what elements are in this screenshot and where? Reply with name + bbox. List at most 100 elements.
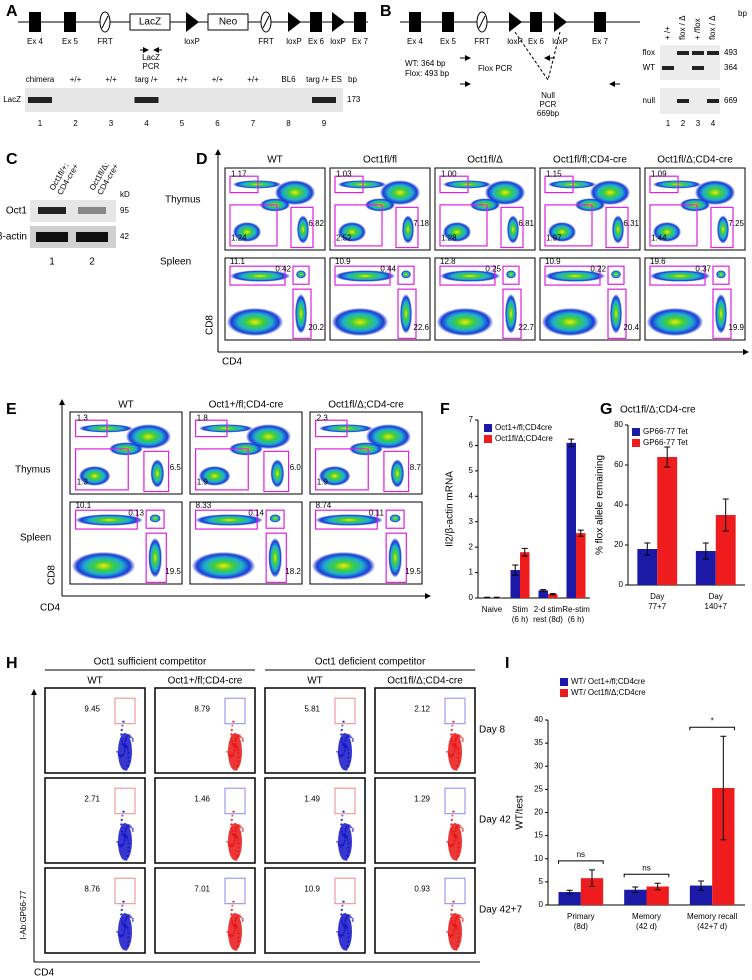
event (122, 900, 125, 903)
event (450, 823, 453, 826)
density (390, 459, 405, 488)
density (590, 180, 630, 205)
gate-value: 2.52 (336, 234, 352, 243)
bar (576, 533, 586, 598)
lane-label: + /+ (663, 26, 672, 40)
event (351, 829, 354, 832)
band-size: 364 (724, 63, 738, 72)
map-label: FRT (474, 37, 490, 46)
event (230, 733, 233, 736)
band-label: WT (643, 63, 656, 72)
y-tick-label: 0 (469, 593, 474, 602)
row-label: Spleen (20, 533, 51, 544)
gate-value: 0.42 (275, 265, 291, 274)
density (388, 538, 402, 578)
y-tick-label: 15 (534, 831, 543, 840)
bar (657, 457, 678, 585)
event (131, 829, 134, 832)
event (342, 900, 345, 903)
panel-label: D (196, 151, 208, 168)
gate-value: 10.9 (545, 257, 561, 266)
legend-label: WT/ Oct1fl/Δ;CD4cre (571, 688, 646, 697)
annotation: ns (577, 850, 585, 859)
event (341, 814, 344, 817)
column-title: Oct1fl/Δ;CD4-cre (387, 676, 463, 687)
event (348, 914, 351, 917)
event (230, 729, 233, 732)
event (240, 826, 243, 829)
pcr-label: LacZ PCR (142, 53, 160, 71)
bar (712, 787, 735, 905)
gate-value: 22.6 (413, 323, 429, 332)
event (230, 819, 233, 822)
gate-value: 20.2 (308, 323, 324, 332)
event (232, 810, 235, 813)
gate (74, 448, 129, 491)
gel-band (692, 51, 704, 55)
event (450, 819, 453, 822)
y-tick-label: 5 (539, 877, 544, 886)
gate (502, 288, 522, 339)
lane-number: 6 (215, 119, 220, 128)
density (611, 270, 621, 279)
error-bar (484, 596, 491, 599)
density (228, 733, 242, 771)
legend-label: WT/ Oct1+/fl;CD4cre (571, 677, 646, 686)
gate (385, 532, 407, 583)
gate (334, 265, 391, 286)
event (340, 913, 343, 916)
gate-value: 8.79 (194, 704, 210, 713)
error-bar (722, 498, 729, 532)
event (121, 904, 124, 907)
density (610, 294, 622, 334)
density (198, 424, 253, 433)
legend-label: GP66-77 Tet (643, 438, 689, 447)
density (717, 215, 729, 244)
event (452, 720, 455, 723)
loxp-site (509, 12, 522, 32)
gate-value: 0.14 (248, 509, 264, 518)
gate-value: 5.81 (304, 704, 320, 713)
x-tick-label: Naive (482, 605, 503, 614)
gate (229, 204, 278, 247)
event (451, 724, 454, 727)
cassette (207, 13, 249, 31)
gate (544, 175, 574, 194)
event (231, 904, 234, 907)
column-title: Oct1fl/Δ;CD4-cre (328, 400, 404, 411)
hatch (101, 15, 109, 29)
gate (444, 697, 466, 725)
event (131, 737, 134, 740)
group-title: Oct1 sufficient competitor (94, 657, 207, 668)
event (340, 909, 343, 912)
gate-value: 1.8 (197, 414, 209, 423)
map-label: Ex 6 (528, 37, 545, 46)
lane-label: +/+ (105, 75, 117, 84)
event (461, 737, 464, 740)
density (506, 270, 516, 279)
density (246, 424, 291, 449)
panel-label: A (6, 3, 18, 20)
gate (710, 206, 734, 249)
density (507, 215, 519, 244)
gel-band (38, 207, 66, 214)
gate (145, 532, 167, 583)
gate (229, 265, 286, 286)
gate-value: 19.5 (405, 567, 421, 576)
gate-value: 7.18 (413, 219, 429, 228)
pcr-label: Null PCR 669bp (537, 91, 560, 118)
event (240, 736, 243, 739)
panel-label: E (6, 401, 17, 418)
exon (530, 12, 542, 32)
density (332, 308, 388, 336)
gate-value: 0.93 (414, 884, 430, 893)
gate-value: 8.76 (84, 884, 100, 893)
gate-value: 6.31 (623, 219, 639, 228)
event (450, 909, 453, 912)
y-tick-label: 10 (534, 854, 543, 863)
gate (74, 419, 108, 438)
bar (510, 570, 520, 598)
event (351, 919, 354, 922)
density (318, 466, 351, 486)
density (148, 538, 162, 578)
